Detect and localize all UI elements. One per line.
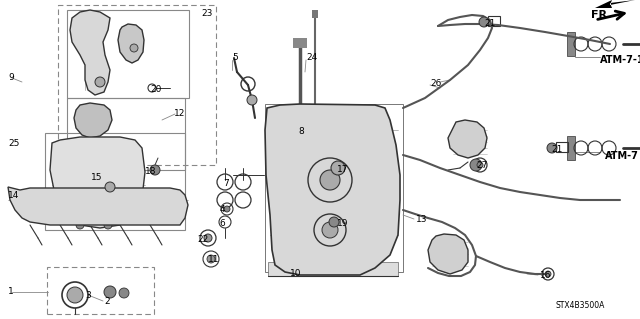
Text: 25: 25: [8, 139, 19, 149]
Text: 27: 27: [476, 161, 488, 170]
Bar: [488, 16, 500, 26]
Circle shape: [67, 287, 83, 303]
Bar: [268, 262, 398, 276]
Polygon shape: [50, 137, 145, 228]
Text: ATM-7: ATM-7: [605, 151, 639, 161]
Polygon shape: [74, 103, 112, 138]
Polygon shape: [70, 10, 110, 95]
Text: 26: 26: [430, 78, 442, 87]
Text: 12: 12: [174, 109, 186, 118]
Circle shape: [477, 162, 483, 168]
Bar: [567, 136, 575, 160]
Text: 18: 18: [145, 167, 157, 175]
Circle shape: [322, 222, 338, 238]
Polygon shape: [8, 187, 188, 225]
Circle shape: [331, 161, 345, 175]
Bar: [58, 5, 216, 165]
Polygon shape: [428, 234, 468, 274]
Text: 14: 14: [8, 190, 19, 199]
Circle shape: [105, 182, 115, 192]
Text: 21: 21: [484, 19, 495, 27]
Circle shape: [329, 217, 339, 227]
Text: ATM-7-1: ATM-7-1: [600, 55, 640, 65]
Polygon shape: [595, 0, 635, 8]
Text: 19: 19: [337, 219, 349, 227]
Circle shape: [95, 77, 105, 87]
Circle shape: [150, 165, 160, 175]
Bar: [293, 38, 307, 48]
Circle shape: [247, 95, 257, 105]
Circle shape: [76, 221, 84, 229]
Circle shape: [479, 17, 489, 27]
Circle shape: [104, 221, 112, 229]
Text: 17: 17: [337, 165, 349, 174]
Circle shape: [545, 271, 551, 277]
Bar: [567, 32, 575, 56]
Circle shape: [470, 159, 482, 171]
Text: 10: 10: [290, 269, 301, 278]
Bar: [45, 133, 185, 230]
Text: 22: 22: [197, 234, 208, 243]
Polygon shape: [265, 104, 400, 275]
Text: 15: 15: [91, 174, 102, 182]
Text: 24: 24: [306, 54, 317, 63]
Text: 21: 21: [551, 145, 563, 153]
Text: 5: 5: [232, 54, 237, 63]
Text: 8: 8: [298, 128, 304, 137]
Text: 1: 1: [8, 287, 13, 296]
Bar: [556, 142, 568, 152]
Polygon shape: [118, 24, 144, 63]
Text: 4: 4: [220, 205, 226, 214]
Text: 9: 9: [8, 73, 13, 83]
Circle shape: [320, 170, 340, 190]
Bar: [67, 98, 185, 170]
Text: 23: 23: [201, 10, 212, 19]
Text: STX4B3500A: STX4B3500A: [555, 301, 604, 310]
Bar: [47, 267, 154, 314]
Text: 16: 16: [540, 271, 552, 279]
Text: 7: 7: [223, 179, 228, 188]
Bar: [312, 10, 318, 18]
Circle shape: [224, 206, 230, 212]
Text: 6: 6: [219, 219, 225, 227]
Circle shape: [119, 288, 129, 298]
Text: FR.: FR.: [591, 10, 611, 20]
Text: 3: 3: [85, 292, 91, 300]
Text: 11: 11: [208, 256, 220, 264]
Text: 2: 2: [104, 298, 109, 307]
Polygon shape: [448, 120, 487, 158]
Circle shape: [547, 143, 557, 153]
Bar: [265, 104, 403, 272]
Text: 13: 13: [416, 214, 428, 224]
Circle shape: [207, 255, 215, 263]
Text: 20: 20: [150, 85, 161, 93]
Circle shape: [204, 234, 212, 242]
Bar: [67, 10, 189, 98]
Circle shape: [130, 44, 138, 52]
Circle shape: [104, 286, 116, 298]
